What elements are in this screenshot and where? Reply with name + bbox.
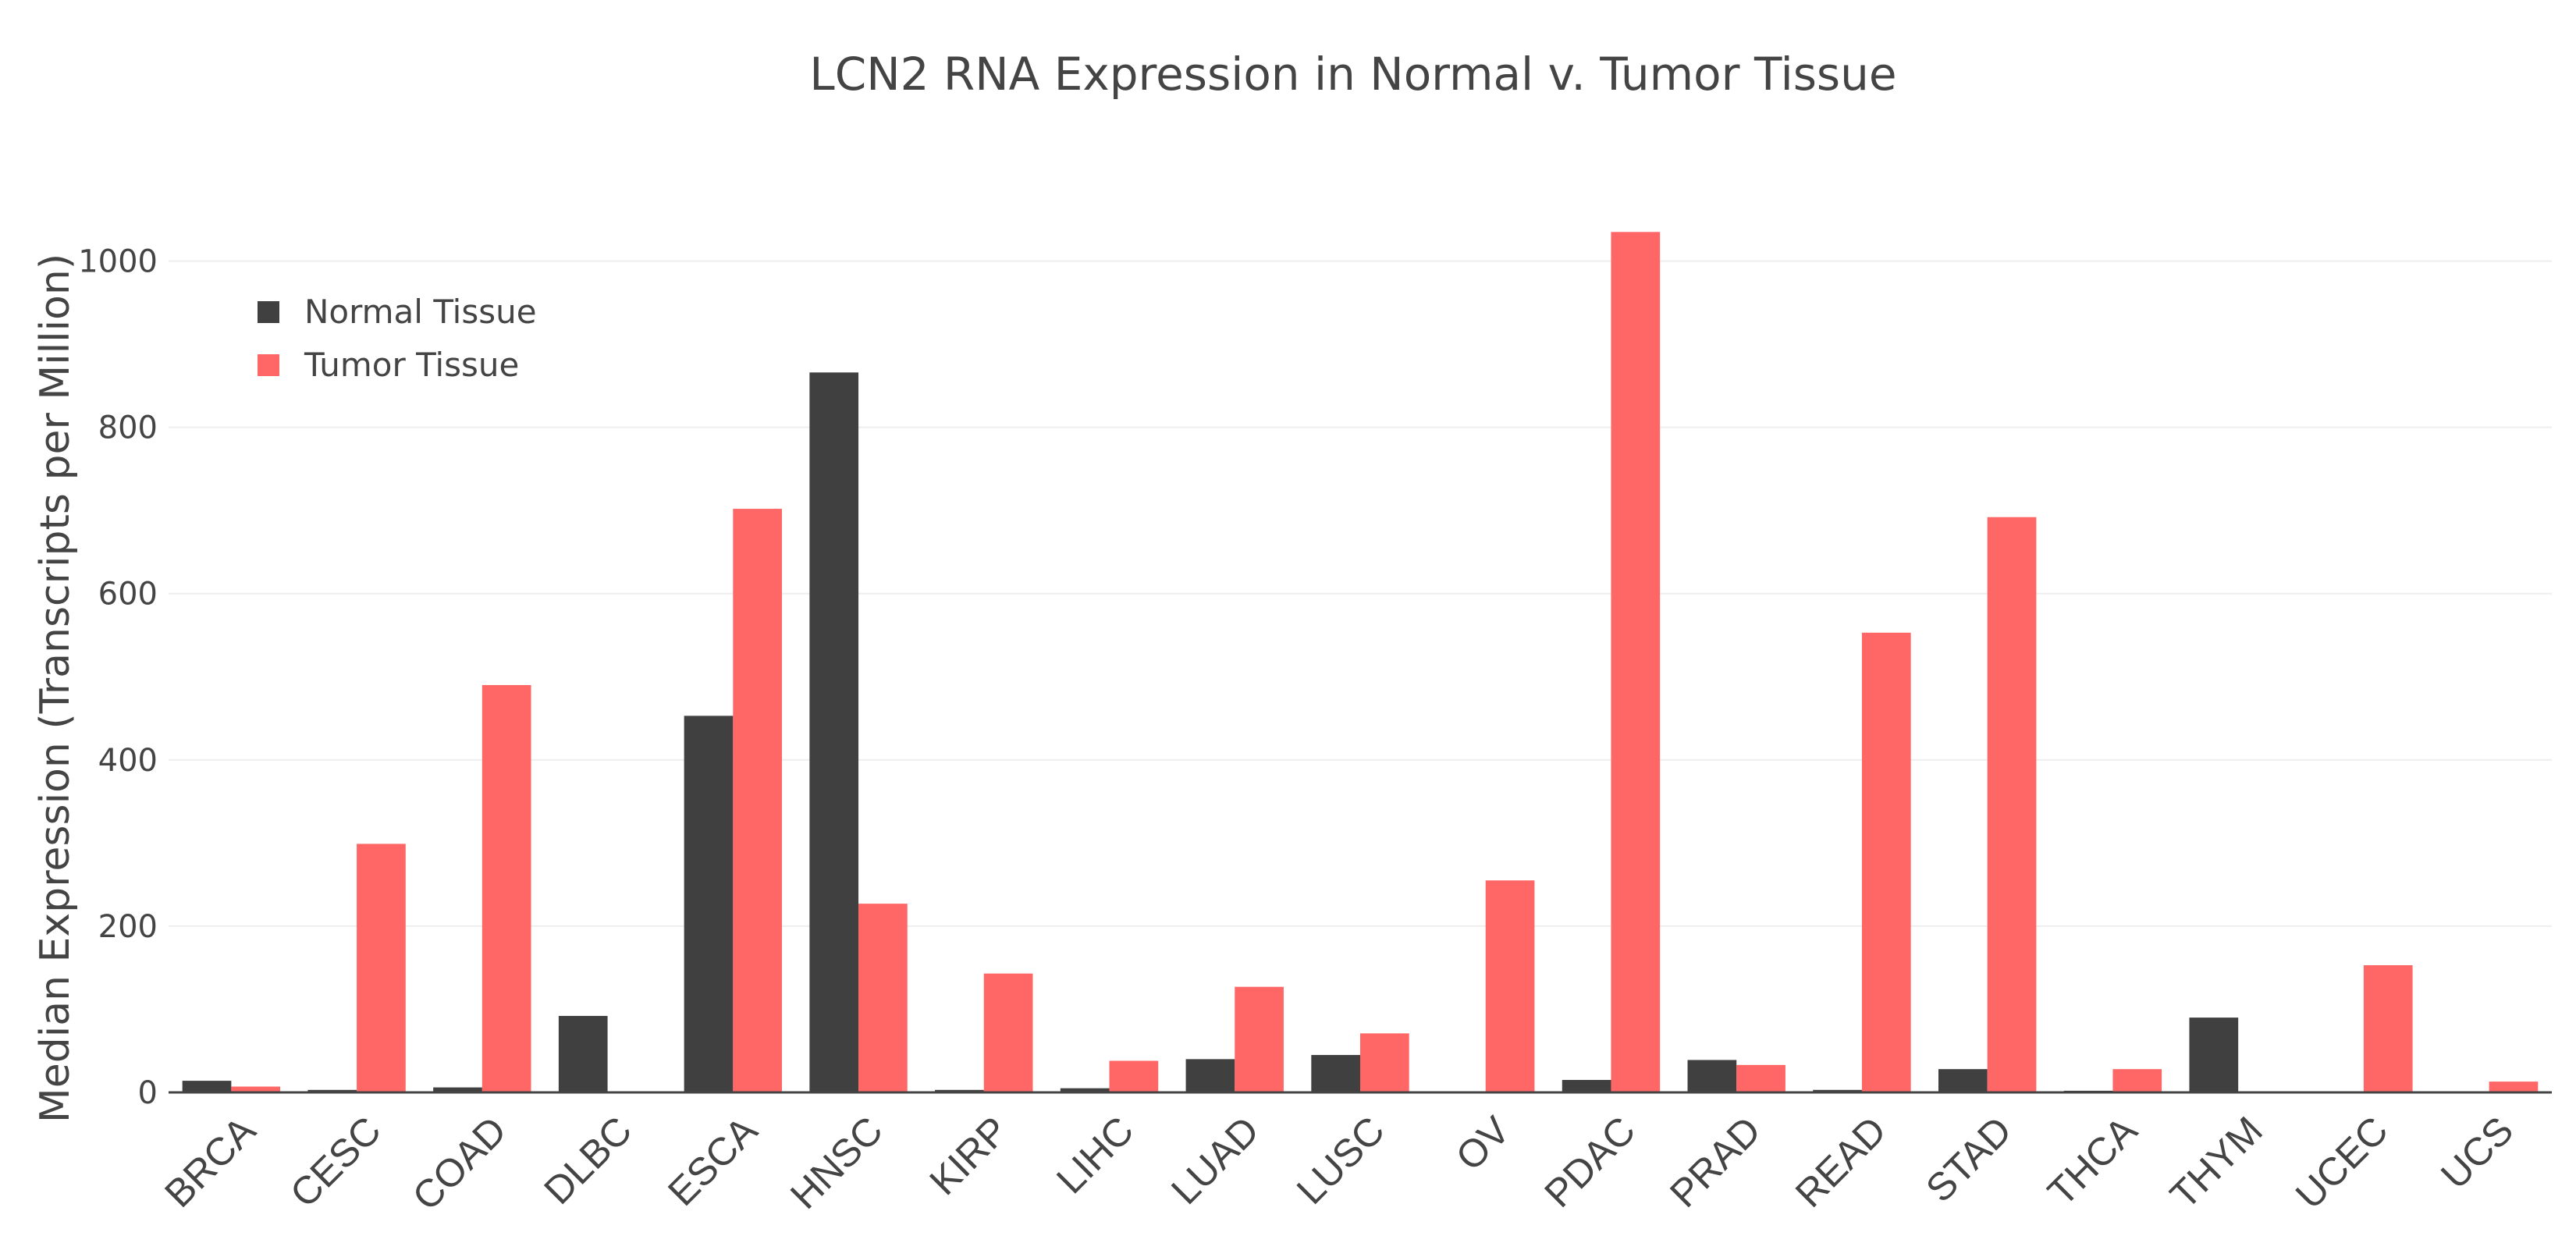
bar-normal-read[interactable] — [1813, 1089, 1862, 1092]
legend-tumor-swatch — [258, 354, 279, 376]
bar-tumor-hnsc[interactable] — [858, 904, 908, 1092]
x-tick-label: COAD — [404, 1108, 515, 1219]
bar-normal-prad[interactable] — [1687, 1060, 1737, 1092]
x-tick-label: DLBC — [535, 1108, 640, 1213]
x-tick-label: CESC — [282, 1108, 389, 1216]
bar-normal-thym[interactable] — [2189, 1017, 2239, 1092]
y-axis-label: Median Expression (Transcripts per Milli… — [32, 254, 79, 1123]
x-tick-label: PDAC — [1536, 1108, 1643, 1216]
legend-tumor-label[interactable]: Tumor Tissue — [304, 346, 519, 384]
legend: Normal Tissue Tumor Tissue — [258, 293, 537, 384]
bar-normal-dlbc[interactable] — [558, 1015, 608, 1092]
bar-tumor-read[interactable] — [1861, 632, 1911, 1092]
y-tick-label: 200 — [98, 909, 158, 945]
bar-normal-lusc[interactable] — [1311, 1055, 1360, 1092]
y-tick-label: 0 — [138, 1075, 158, 1111]
bar-tumor-esca[interactable] — [733, 509, 783, 1092]
bar-tumor-prad[interactable] — [1736, 1064, 1785, 1092]
y-axis-ticks: 0 200 400 600 800 1000 — [78, 244, 158, 1111]
x-tick-label: LUSC — [1288, 1108, 1393, 1213]
x-tick-label: BRCA — [156, 1108, 264, 1216]
x-tick-label: THYM — [2162, 1108, 2271, 1217]
y-tick-label: 1000 — [78, 244, 158, 280]
legend-normal-swatch — [258, 301, 279, 323]
x-tick-label: THCA — [2039, 1108, 2145, 1214]
bar-normal-stad[interactable] — [1938, 1069, 1988, 1092]
bar-normal-esca[interactable] — [684, 716, 734, 1092]
x-tick-label: LIHC — [1048, 1108, 1142, 1202]
bar-tumor-thca[interactable] — [2112, 1069, 2162, 1092]
bar-tumor-coad[interactable] — [481, 684, 531, 1092]
x-axis-ticks: BRCA CESC COAD DLBC ESCA HNSC KIRP LIHC LUAD LUSC… — [156, 1108, 2521, 1219]
grid-lines — [169, 260, 2552, 927]
x-tick-label: UCEC — [2287, 1108, 2397, 1217]
x-tick-label: HNSC — [782, 1108, 891, 1217]
bar-normal-kirp[interactable] — [935, 1089, 984, 1092]
y-tick-label: 800 — [98, 410, 158, 446]
bar-normal-cesc[interactable] — [307, 1089, 357, 1092]
bar-tumor-stad[interactable] — [1987, 517, 2037, 1092]
x-tick-label: PRAD — [1661, 1108, 1769, 1216]
chart-title: LCN2 RNA Expression in Normal v. Tumor T… — [809, 48, 1896, 101]
bar-tumor-cesc[interactable] — [357, 843, 406, 1092]
bar-tumor-lihc[interactable] — [1109, 1060, 1159, 1092]
y-tick-label: 400 — [98, 743, 158, 779]
x-tick-label: ESCA — [659, 1108, 766, 1214]
x-tick-label: STAD — [1917, 1108, 2020, 1210]
x-tick-label: KIRP — [921, 1108, 1016, 1203]
bar-normal-hnsc[interactable] — [809, 372, 859, 1092]
bar-tumor-lusc[interactable] — [1360, 1033, 1409, 1092]
y-tick-label: 600 — [98, 577, 158, 613]
legend-normal-label[interactable]: Normal Tissue — [304, 293, 537, 331]
bars — [182, 232, 2539, 1092]
bar-tumor-luad[interactable] — [1235, 986, 1284, 1092]
bar-normal-brca[interactable] — [182, 1081, 232, 1092]
x-tick-label: READ — [1787, 1108, 1895, 1216]
bar-tumor-pdac[interactable] — [1611, 232, 1661, 1092]
bar-normal-lihc[interactable] — [1060, 1088, 1110, 1092]
bar-tumor-ov[interactable] — [1485, 880, 1535, 1092]
bar-tumor-ucs[interactable] — [2489, 1081, 2539, 1092]
bar-tumor-kirp[interactable] — [983, 973, 1033, 1092]
bar-normal-coad[interactable] — [433, 1087, 482, 1092]
bar-normal-pdac[interactable] — [1562, 1080, 1611, 1092]
x-tick-label: UCS — [2432, 1108, 2521, 1197]
bar-tumor-ucec[interactable] — [2363, 964, 2413, 1092]
x-tick-label: LUAD — [1163, 1108, 1267, 1213]
x-tick-label: OV — [1448, 1108, 1519, 1179]
bar-tumor-brca[interactable] — [231, 1086, 281, 1092]
bar-normal-luad[interactable] — [1185, 1059, 1235, 1092]
